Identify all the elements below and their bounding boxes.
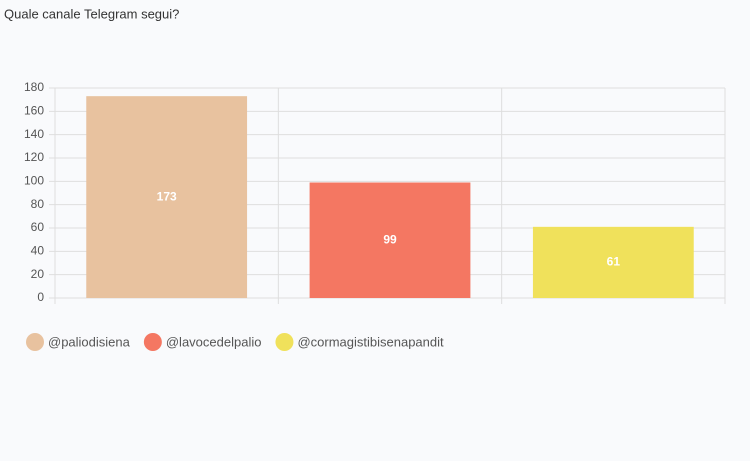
y-tick-label: 60	[31, 220, 45, 234]
legend-label: @lavocedelpalio	[166, 334, 262, 349]
y-tick-label: 100	[24, 174, 44, 188]
chart-title: Quale canale Telegram segui?	[4, 6, 179, 21]
legend-label: @cormagistibisenapandit	[297, 334, 444, 349]
legend-label: @paliodisiena	[48, 334, 131, 349]
y-tick-label: 180	[24, 80, 44, 94]
data-label: 99	[383, 232, 397, 246]
y-tick-label: 20	[31, 267, 45, 281]
legend-swatch	[143, 333, 162, 351]
bar	[309, 182, 471, 298]
bar	[86, 96, 248, 299]
y-tick-label: 0	[37, 290, 44, 304]
legend-swatch	[275, 333, 294, 351]
data-label: 61	[607, 255, 621, 269]
y-tick-label: 40	[31, 244, 45, 258]
y-tick-label: 140	[24, 127, 44, 141]
y-tick-label: 160	[24, 104, 44, 118]
y-tick-label: 120	[24, 150, 44, 164]
bar	[532, 226, 694, 298]
data-label: 173	[157, 189, 177, 203]
y-tick-label: 80	[31, 197, 45, 211]
legend-swatch	[26, 333, 44, 351]
